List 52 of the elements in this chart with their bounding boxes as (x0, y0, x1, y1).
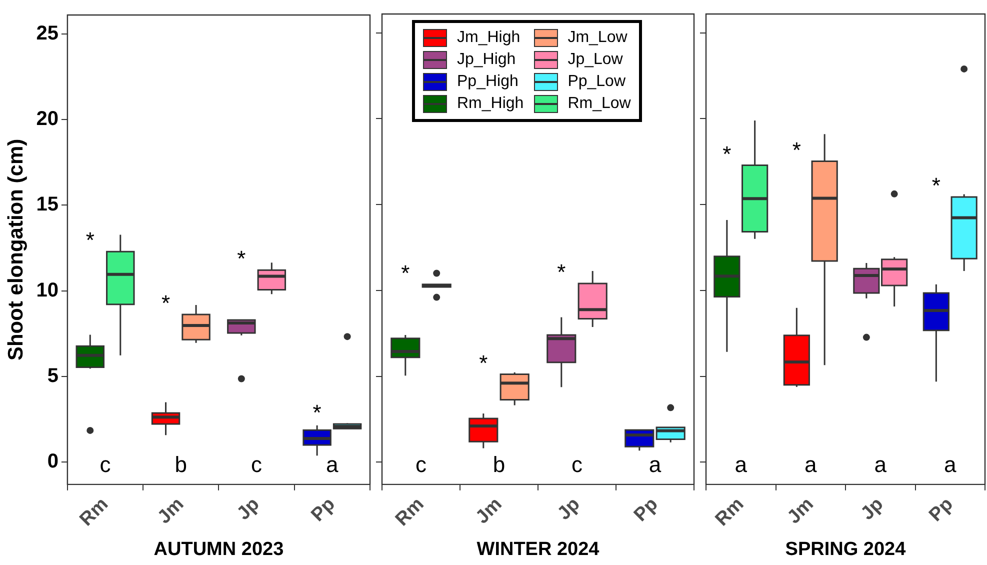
legend-label: Rm_Low (568, 95, 631, 113)
annotation: b (492, 452, 506, 478)
y-tick-label: 0 (47, 450, 58, 473)
annotation: a (804, 452, 818, 478)
annotation: a (944, 452, 957, 478)
y-tick-label: 25 (36, 22, 58, 44)
annotation: * (557, 260, 566, 285)
y-tick-label: 5 (47, 365, 58, 388)
y-tick-label: 10 (36, 279, 58, 302)
x-tick-label: Rm (712, 494, 748, 530)
annotation: * (722, 141, 732, 166)
x-tick-label: Jm (472, 494, 506, 528)
annotation: a (648, 452, 662, 478)
y-axis-title: Shoot elongation (cm) (4, 138, 28, 361)
annotation: * (932, 173, 941, 198)
x-tick-label: Pp (630, 494, 662, 526)
legend-label: Rm_High (457, 95, 524, 113)
x-tick-label: Jm (154, 494, 188, 528)
x-tick-label: Pp (307, 494, 340, 526)
x-tick-label: Jp (554, 494, 584, 524)
annotation: * (312, 400, 322, 426)
annotation: * (86, 228, 95, 253)
annotation: * (479, 350, 488, 376)
annotation: c (572, 452, 582, 478)
x-tick-label: Pp (925, 494, 958, 526)
y-tick-label: 15 (36, 194, 58, 216)
x-tick-label: Rm (392, 494, 428, 530)
annotation: a (326, 452, 340, 478)
x-axis-title: AUTUMN 2023 (154, 538, 284, 560)
annotation: c (416, 452, 426, 478)
annotation: * (237, 246, 246, 272)
x-tick-label: Jp (857, 494, 888, 524)
x-tick-label: Jp (233, 494, 264, 524)
annotation: c (251, 452, 262, 478)
x-axis-title: WINTER 2024 (476, 538, 600, 560)
x-tick-label: Jm (784, 494, 818, 528)
legend-label: Jm_High (457, 29, 520, 47)
annotation: c (100, 452, 111, 478)
annotation: * (161, 290, 170, 316)
annotation: b (174, 452, 188, 478)
y-tick-label: 20 (36, 108, 58, 130)
x-tick-label: Rm (76, 494, 112, 530)
legend-label: Jm_Low (568, 29, 628, 47)
annotation: * (792, 137, 802, 162)
legend-label: Jp_Low (568, 51, 623, 69)
legend-label: Jp_High (457, 51, 516, 69)
annotation: a (874, 452, 888, 478)
annotation: a (734, 452, 748, 478)
annotation: * (401, 260, 410, 286)
x-axis-title: SPRING 2024 (785, 538, 906, 560)
legend-label: Pp_High (457, 73, 518, 91)
legend-label: Pp_Low (568, 73, 626, 91)
